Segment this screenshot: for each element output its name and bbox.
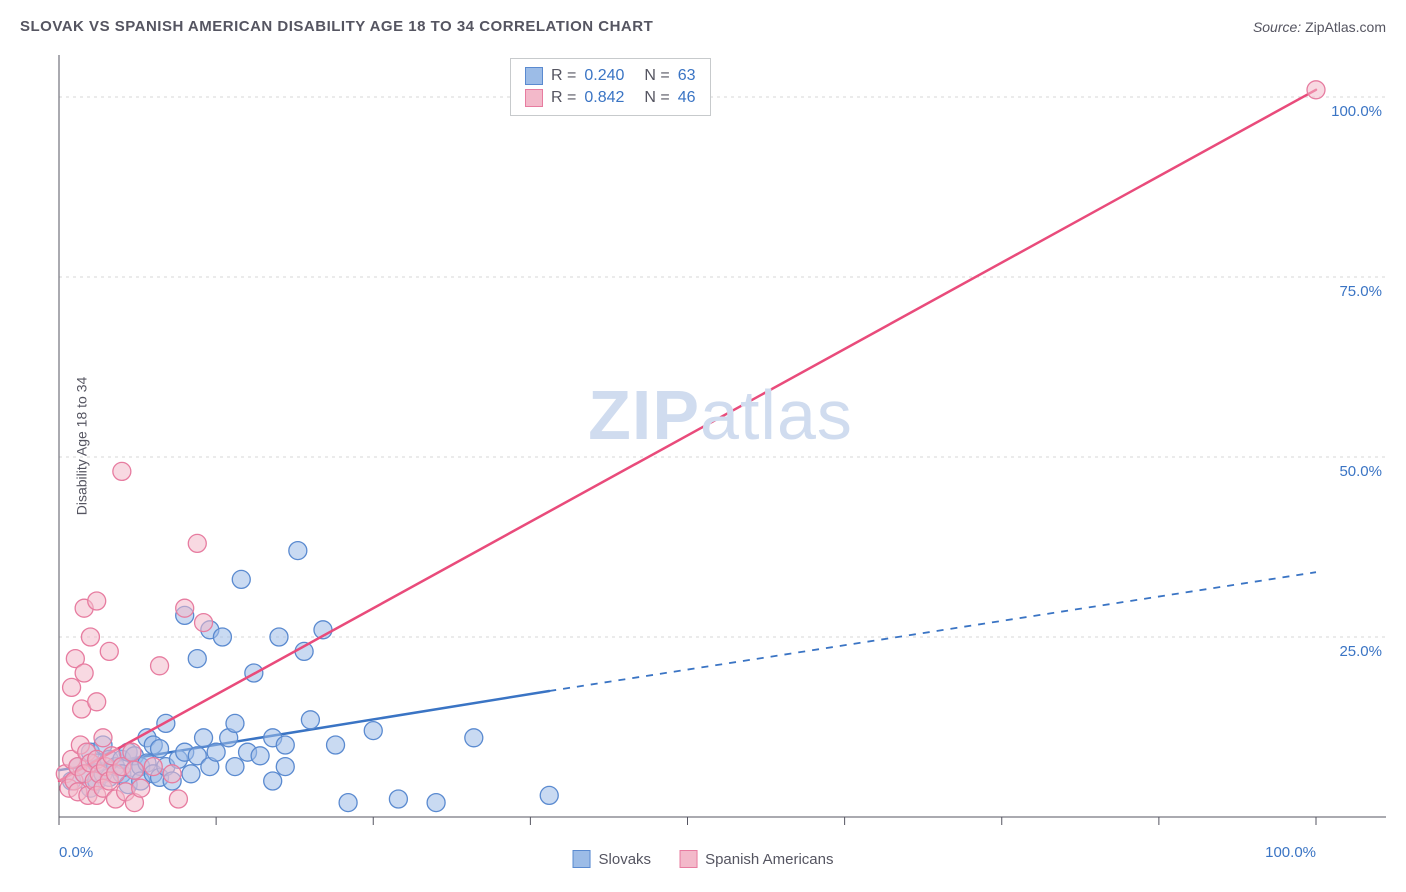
x-tick-label: 0.0% <box>59 844 93 861</box>
stats-row: R = 0.842 N = 46 <box>525 87 696 109</box>
series-legend: Slovaks Spanish Americans <box>573 850 834 868</box>
source-value: ZipAtlas.com <box>1305 19 1386 35</box>
legend-item: Spanish Americans <box>679 850 833 868</box>
plot-area: ZIPatlas R = 0.240N = 63R = 0.842N = 46 … <box>55 55 1386 837</box>
header: SLOVAK VS SPANISH AMERICAN DISABILITY AG… <box>20 18 1386 35</box>
legend-label: Spanish Americans <box>705 851 833 868</box>
stats-n-value: 46 <box>678 89 696 107</box>
stats-r-value: 0.842 <box>584 89 624 107</box>
stats-row: R = 0.240 N = 63 <box>525 65 696 87</box>
source-attribution: Source: ZipAtlas.com <box>1253 19 1386 35</box>
stats-swatch <box>525 89 543 107</box>
legend-swatch <box>573 850 591 868</box>
stats-r-value: 0.240 <box>584 67 624 85</box>
stats-n-label: N = <box>644 89 669 107</box>
legend-swatch <box>679 850 697 868</box>
x-tick-label: 100.0% <box>1265 844 1316 861</box>
stats-n-label: N = <box>644 67 669 85</box>
chart-title: SLOVAK VS SPANISH AMERICAN DISABILITY AG… <box>20 18 653 35</box>
legend-label: Slovaks <box>599 851 652 868</box>
stats-n-value: 63 <box>678 67 696 85</box>
stats-swatch <box>525 67 543 85</box>
chart-container: SLOVAK VS SPANISH AMERICAN DISABILITY AG… <box>0 0 1406 892</box>
y-tick-label: 75.0% <box>1339 283 1382 300</box>
y-tick-label: 25.0% <box>1339 643 1382 660</box>
source-label: Source: <box>1253 19 1301 35</box>
legend-item: Slovaks <box>573 850 652 868</box>
scatter-svg <box>55 55 1386 837</box>
stats-r-label: R = <box>551 89 576 107</box>
y-tick-label: 100.0% <box>1331 103 1382 120</box>
correlation-stats-box: R = 0.240 N = 63 R = 0.842 N = 46 <box>510 58 711 116</box>
y-tick-label: 50.0% <box>1339 463 1382 480</box>
stats-r-label: R = <box>551 67 576 85</box>
